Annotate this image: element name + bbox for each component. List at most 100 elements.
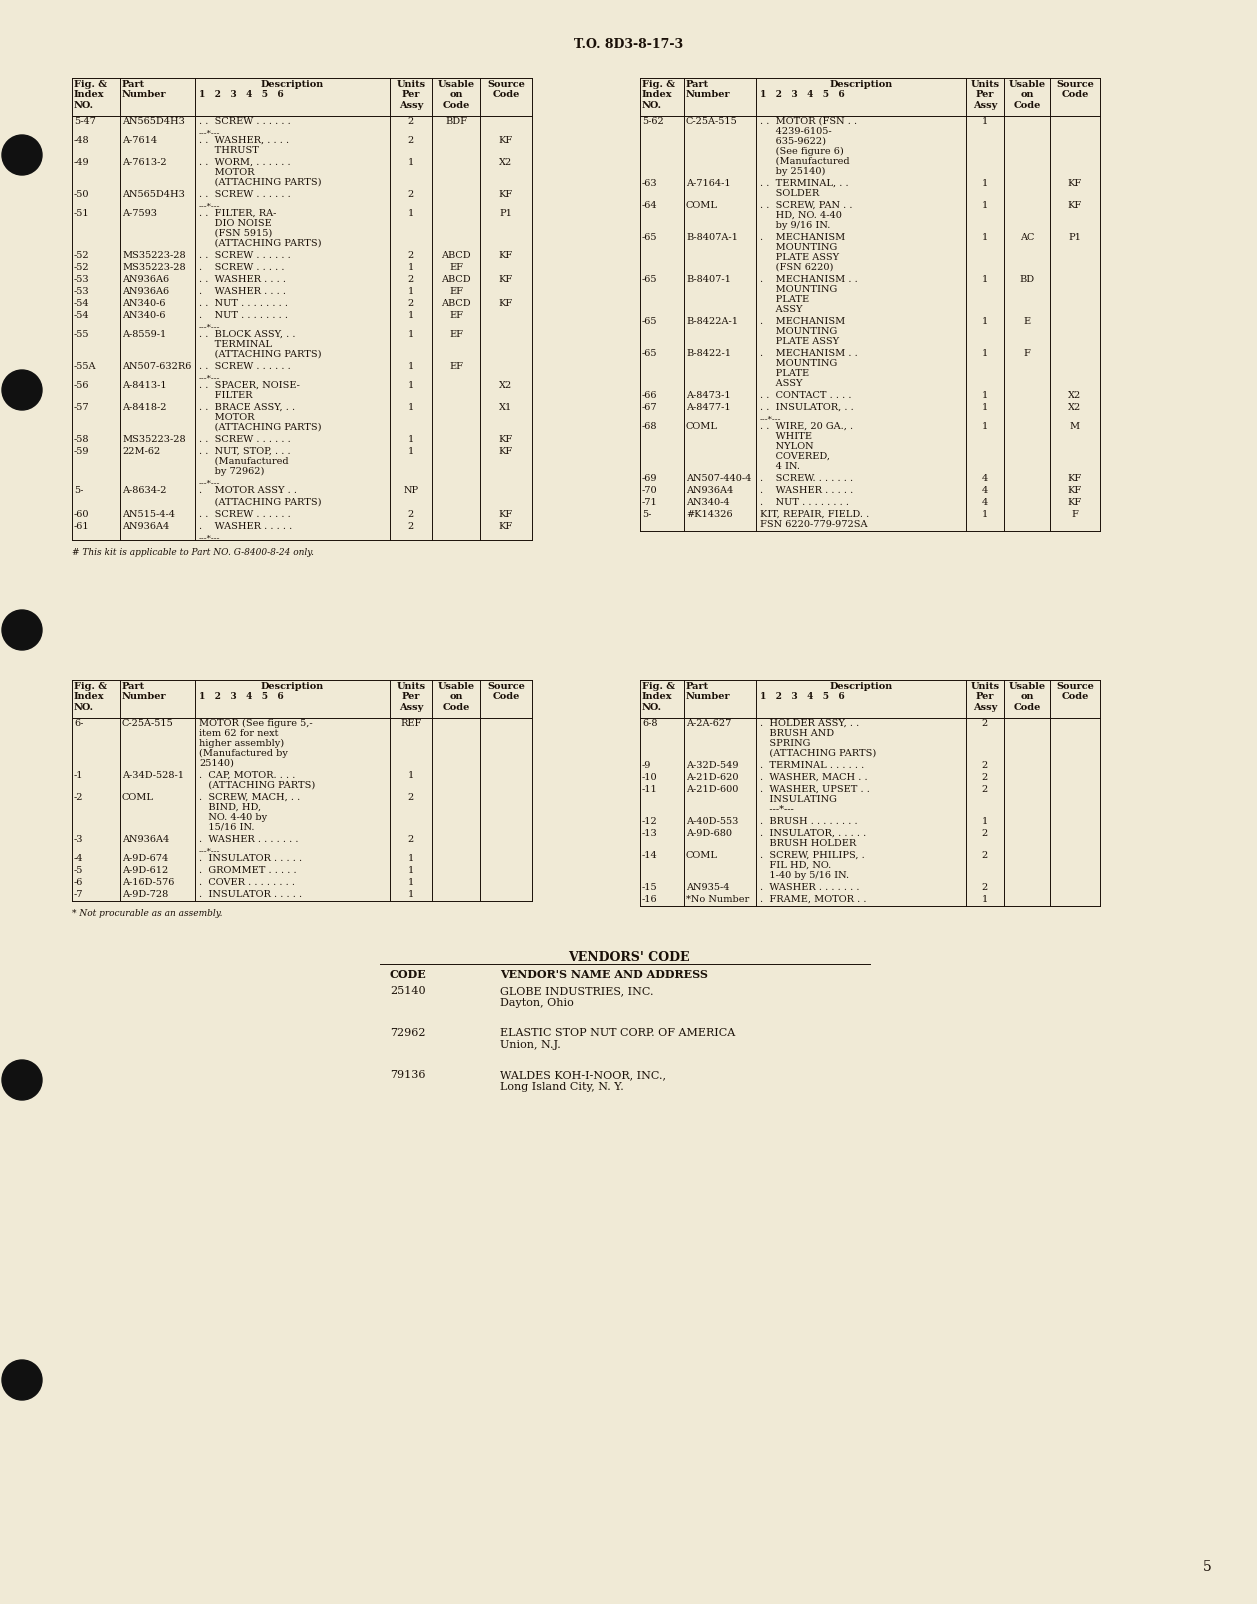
Text: 4: 4 [982,475,988,483]
Text: -10: -10 [642,773,657,783]
Text: 1: 1 [407,890,414,898]
Text: X2: X2 [1068,403,1081,412]
Text: 1: 1 [407,263,414,273]
Text: 2: 2 [407,274,414,284]
Text: COML: COML [686,852,718,860]
Text: F: F [1071,510,1079,520]
Text: BRUSH HOLDER: BRUSH HOLDER [760,839,856,849]
Text: MOUNTING: MOUNTING [760,359,837,367]
Text: 1: 1 [407,363,414,371]
Text: INSULATING: INSULATING [760,796,837,804]
Text: -14: -14 [642,852,657,860]
Text: KF: KF [1068,180,1082,188]
Text: -55A: -55A [74,363,97,371]
Text: .  TERMINAL . . . . . .: . TERMINAL . . . . . . [760,760,865,770]
Text: 6-8: 6-8 [642,719,657,728]
Text: (Manufactured by: (Manufactured by [199,749,288,759]
Text: .  FRAME, MOTOR . .: . FRAME, MOTOR . . [760,895,866,905]
Text: COML: COML [122,792,155,802]
Text: 72962: 72962 [390,1028,426,1038]
Text: Long Island City, N. Y.: Long Island City, N. Y. [500,1083,623,1092]
Text: ---*---: ---*--- [199,534,220,542]
Text: ABCD: ABCD [441,274,471,284]
Text: -67: -67 [642,403,657,412]
Text: 1   2   3   4   5   6: 1 2 3 4 5 6 [199,691,284,701]
Text: 1: 1 [407,853,414,863]
Text: . .  WIRE, 20 GA., .: . . WIRE, 20 GA., . [760,422,854,431]
Text: MOTOR: MOTOR [199,412,254,422]
Text: ---*---: ---*--- [199,128,220,136]
Text: 2: 2 [407,250,414,260]
Text: Fig. &
Index
NO.: Fig. & Index NO. [74,682,107,712]
Text: # This kit is applicable to Part NO. G-8400-8-24 only.: # This kit is applicable to Part NO. G-8… [72,549,314,557]
Text: 4239-6105-: 4239-6105- [760,127,832,136]
Text: 1: 1 [407,435,414,444]
Text: A-8413-1: A-8413-1 [122,382,167,390]
Text: ---*---: ---*--- [760,805,793,813]
Text: .  WASHER, MACH . .: . WASHER, MACH . . [760,773,867,783]
Text: C-25A-515: C-25A-515 [122,719,173,728]
Text: . .  CONTACT . . . .: . . CONTACT . . . . [760,391,851,399]
Text: ELASTIC STOP NUT CORP. OF AMERICA: ELASTIC STOP NUT CORP. OF AMERICA [500,1028,735,1038]
Text: Description: Description [830,80,892,88]
Text: ---*---: ---*--- [199,202,220,210]
Text: B-8422-1: B-8422-1 [686,350,732,358]
Text: 635-9622): 635-9622) [760,136,826,146]
Text: 1: 1 [407,877,414,887]
Text: Source
Code: Source Code [486,80,525,99]
Text: 2: 2 [407,117,414,127]
Text: ABCD: ABCD [441,298,471,308]
Text: 22M-62: 22M-62 [122,448,160,456]
Text: 2: 2 [407,836,414,844]
Text: -65: -65 [642,350,657,358]
Text: M: M [1070,422,1080,431]
Text: KF: KF [1068,486,1082,496]
Text: ABCD: ABCD [441,250,471,260]
Text: (ATTACHING PARTS): (ATTACHING PARTS) [199,423,322,431]
Text: . .  NUT, STOP, . . .: . . NUT, STOP, . . . [199,448,290,456]
Text: 1: 1 [407,330,414,338]
Text: 1: 1 [982,180,988,188]
Text: Units
Per
Assy: Units Per Assy [970,682,999,712]
Text: 1: 1 [407,866,414,876]
Text: VENDORS' CODE: VENDORS' CODE [568,951,689,964]
Text: ---*---: ---*--- [199,847,220,855]
Text: . .  BLOCK ASSY, . .: . . BLOCK ASSY, . . [199,330,295,338]
Text: . .  SCREW . . . . . .: . . SCREW . . . . . . [199,510,290,520]
Text: KF: KF [499,298,513,308]
Text: A-34D-528-1: A-34D-528-1 [122,772,184,780]
Text: A-7613-2: A-7613-2 [122,159,167,167]
Text: ASSY: ASSY [760,379,802,388]
Text: Fig. &
Index
NO.: Fig. & Index NO. [642,80,675,109]
Text: B-8407A-1: B-8407A-1 [686,233,738,242]
Text: -9: -9 [642,760,651,770]
Text: E: E [1023,318,1031,326]
Text: KIT, REPAIR, FIELD. .: KIT, REPAIR, FIELD. . [760,510,870,520]
Text: . .  WORM, . . . . . .: . . WORM, . . . . . . [199,159,290,167]
Text: ---*---: ---*--- [199,322,220,330]
Text: (ATTACHING PARTS): (ATTACHING PARTS) [199,781,316,791]
Text: AN515-4-4: AN515-4-4 [122,510,175,520]
Text: KF: KF [499,189,513,199]
Text: (Manufactured: (Manufactured [760,157,850,165]
Text: P1: P1 [499,209,513,218]
Text: -57: -57 [74,403,89,412]
Text: A-8473-1: A-8473-1 [686,391,730,399]
Text: MS35223-28: MS35223-28 [122,250,186,260]
Text: KF: KF [499,521,513,531]
Text: (Manufactured: (Manufactured [199,457,289,467]
Text: DIO NOISE: DIO NOISE [199,220,272,228]
Text: TERMINAL: TERMINAL [199,340,272,350]
Text: -56: -56 [74,382,89,390]
Text: AC: AC [1019,233,1035,242]
Text: .  GROMMET . . . . .: . GROMMET . . . . . [199,866,297,876]
Text: higher assembly): higher assembly) [199,739,284,747]
Text: .    WASHER . . . .: . WASHER . . . . [199,287,287,297]
Text: -65: -65 [642,233,657,242]
Text: Part
Number: Part Number [686,80,730,99]
Text: by 72962): by 72962) [199,467,264,476]
Text: . .  SCREW, PAN . .: . . SCREW, PAN . . [760,200,852,210]
Text: 1: 1 [407,382,414,390]
Text: KF: KF [1068,475,1082,483]
Text: .  SCREW, MACH, . .: . SCREW, MACH, . . [199,792,300,802]
